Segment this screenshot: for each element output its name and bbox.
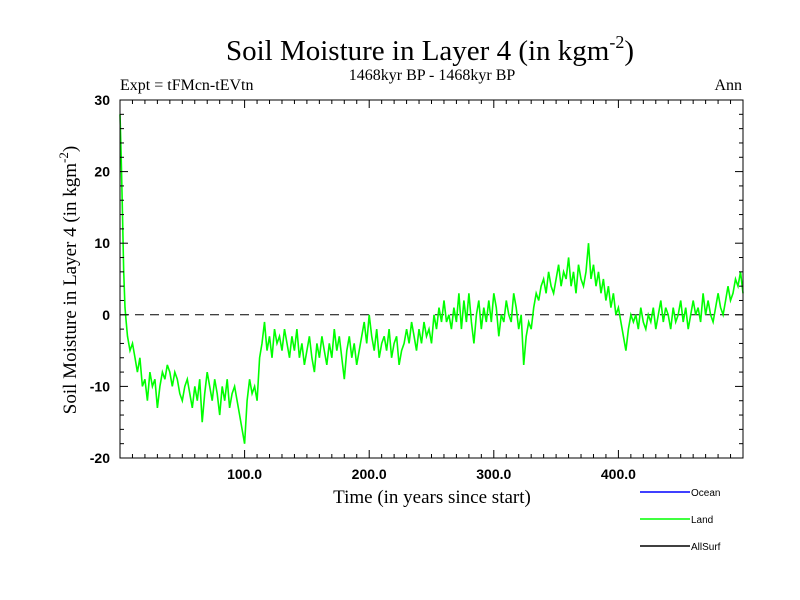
- season-label: Ann: [714, 77, 742, 94]
- experiment-label: Expt = tFMcn-tEVtn: [120, 77, 253, 94]
- x-tick-label: 300.0: [476, 466, 511, 482]
- y-tick-label: 0: [102, 307, 110, 323]
- legend-label-allsurf: AllSurf: [691, 542, 721, 553]
- chart-subtitle: 1468kyr BP - 1468kyr BP: [349, 67, 516, 84]
- x-tick-label: 200.0: [352, 466, 387, 482]
- y-tick-label: -20: [90, 450, 110, 466]
- y-tick-label: 10: [94, 235, 110, 251]
- y-tick-label: 20: [94, 164, 110, 180]
- plot-frame: [119, 99, 744, 459]
- series-line-land: [119, 114, 744, 444]
- legend-label-ocean: Ocean: [691, 488, 720, 499]
- y-tick-label: -10: [90, 378, 110, 394]
- chart-title: Soil Moisture in Layer 4 (in kgm-2): [226, 32, 634, 67]
- legend-label-land: Land: [691, 515, 713, 526]
- y-tick-label: 30: [94, 92, 110, 108]
- x-axis-label: Time (in years since start): [333, 487, 531, 508]
- legend: Ocean Land AllSurf: [640, 488, 721, 553]
- x-tick-label: 400.0: [601, 466, 636, 482]
- plot-area: 100.0 200.0 300.0 400.0 -20 -10 0 10 20 30: [90, 92, 744, 482]
- x-tick-label: 100.0: [227, 466, 262, 482]
- y-axis-label: Soil Moisture in Layer 4 (in kgm-2): [56, 146, 81, 414]
